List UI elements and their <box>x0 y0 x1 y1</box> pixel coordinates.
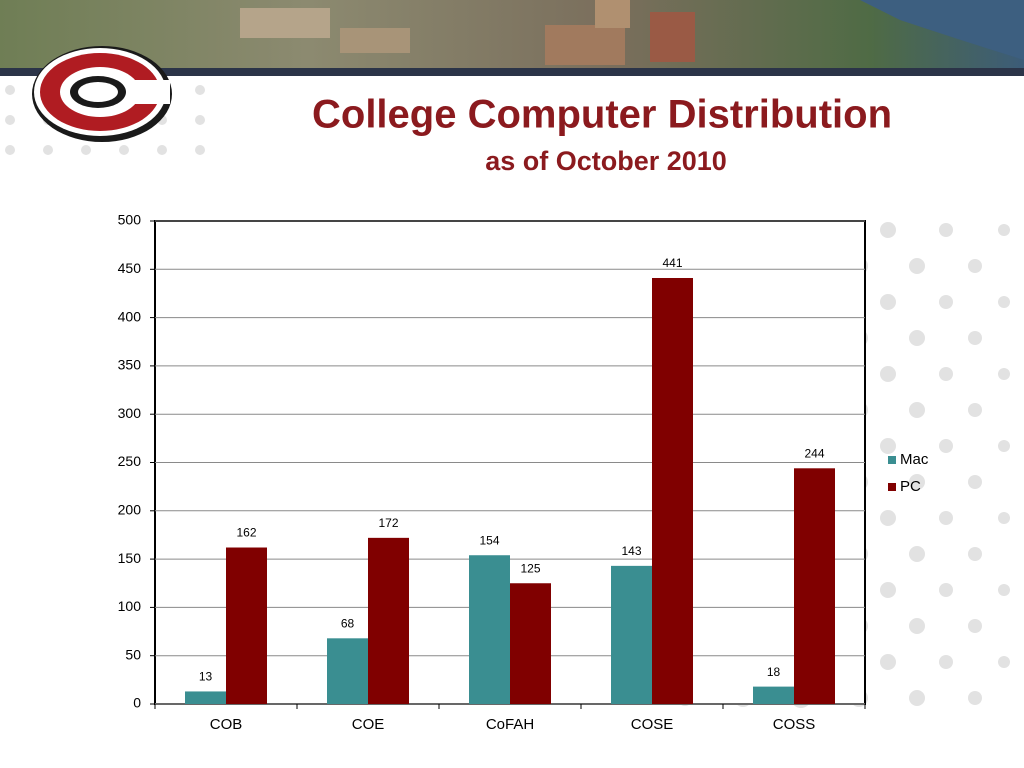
data-label: 13 <box>199 670 213 684</box>
y-tick-label: 450 <box>118 260 142 276</box>
chart-title: College Computer Distribution <box>312 93 892 137</box>
decor-dot <box>998 296 1010 308</box>
decor-dot <box>909 330 925 346</box>
y-tick-label: 350 <box>118 357 142 373</box>
decor-dot <box>998 368 1010 380</box>
decor-dot <box>968 331 982 345</box>
legend-label: Mac <box>900 451 929 468</box>
data-label: 172 <box>378 516 398 530</box>
data-label: 162 <box>236 526 256 540</box>
decor-dot <box>968 547 982 561</box>
decor-dot <box>880 366 896 382</box>
bar <box>753 686 794 704</box>
x-tick-label: COSE <box>631 716 674 733</box>
decor-dot <box>968 259 982 273</box>
decor-dot <box>195 145 205 155</box>
data-label: 68 <box>341 616 355 630</box>
data-label: 244 <box>804 446 824 460</box>
decor-dot <box>909 474 925 490</box>
decor-dot <box>939 223 953 237</box>
chart-subtitle: as of October 2010 <box>485 146 727 176</box>
decor-dot <box>909 258 925 274</box>
decor-dot <box>909 618 925 634</box>
decor-dot <box>195 85 205 95</box>
y-tick-label: 0 <box>133 695 141 711</box>
data-label: 441 <box>662 256 682 270</box>
header-band <box>0 68 1024 76</box>
y-tick-label: 250 <box>118 453 142 469</box>
bar <box>368 537 409 704</box>
y-tick-label: 400 <box>118 308 142 324</box>
decor-dot <box>968 475 982 489</box>
x-tick-label: CoFAH <box>486 716 534 733</box>
data-label: 154 <box>479 533 499 547</box>
decor-dot <box>998 224 1010 236</box>
bar <box>794 468 835 704</box>
x-tick-label: COSS <box>773 716 816 733</box>
decor-dot <box>909 690 925 706</box>
data-label: 125 <box>520 561 540 575</box>
y-tick-label: 150 <box>118 550 142 566</box>
data-label: 143 <box>621 544 641 558</box>
decor-dot <box>43 145 53 155</box>
decor-dot <box>939 439 953 453</box>
y-tick-label: 50 <box>125 646 141 662</box>
header-photo <box>0 0 1024 70</box>
decor-dot <box>939 655 953 669</box>
legend-swatch <box>888 456 896 464</box>
decor-dot <box>998 440 1010 452</box>
bar <box>469 555 510 704</box>
building <box>595 0 630 28</box>
y-tick-label: 500 <box>118 212 142 228</box>
decor-dot <box>5 145 15 155</box>
decor-dot <box>880 654 896 670</box>
decor-dot <box>998 584 1010 596</box>
y-tick-label: 300 <box>118 405 142 421</box>
decor-dot <box>939 295 953 309</box>
building <box>650 12 695 62</box>
decor-dot <box>968 403 982 417</box>
decor-dot <box>909 402 925 418</box>
decor-dot <box>998 512 1010 524</box>
decor-dot <box>968 691 982 705</box>
decor-dot <box>880 510 896 526</box>
decor-dot <box>5 115 15 125</box>
data-label: 18 <box>767 665 781 679</box>
decor-dot <box>880 222 896 238</box>
bar <box>327 638 368 704</box>
y-tick-label: 100 <box>118 598 142 614</box>
bar <box>611 565 652 704</box>
x-tick-label: COE <box>352 716 385 733</box>
bar <box>510 583 551 704</box>
x-tick-label: COB <box>210 716 243 733</box>
chart: 0 50 100 150 200 250 300 350 400 450 500 COB 13 162 CO… <box>118 212 929 733</box>
decor-dot <box>157 145 167 155</box>
decor-dot <box>81 145 91 155</box>
decor-dot <box>909 546 925 562</box>
y-tick-label: 200 <box>118 502 142 518</box>
decor-dot <box>119 145 129 155</box>
decor-dot <box>939 511 953 525</box>
decor-dot <box>195 115 205 125</box>
decor-dot <box>968 619 982 633</box>
river <box>860 0 1024 60</box>
building <box>240 8 330 38</box>
decor-dot <box>998 656 1010 668</box>
decor-dot <box>880 438 896 454</box>
bar <box>652 277 693 704</box>
bar <box>226 547 267 704</box>
decor-dot <box>5 85 15 95</box>
decor-dot <box>880 582 896 598</box>
bar <box>185 691 226 704</box>
logo <box>32 46 172 142</box>
legend-label: PC <box>900 478 921 495</box>
building <box>545 25 625 65</box>
decor-dot <box>880 294 896 310</box>
decor-dot <box>939 367 953 381</box>
building <box>340 28 410 53</box>
decor-dot <box>939 583 953 597</box>
legend-swatch <box>888 483 896 491</box>
